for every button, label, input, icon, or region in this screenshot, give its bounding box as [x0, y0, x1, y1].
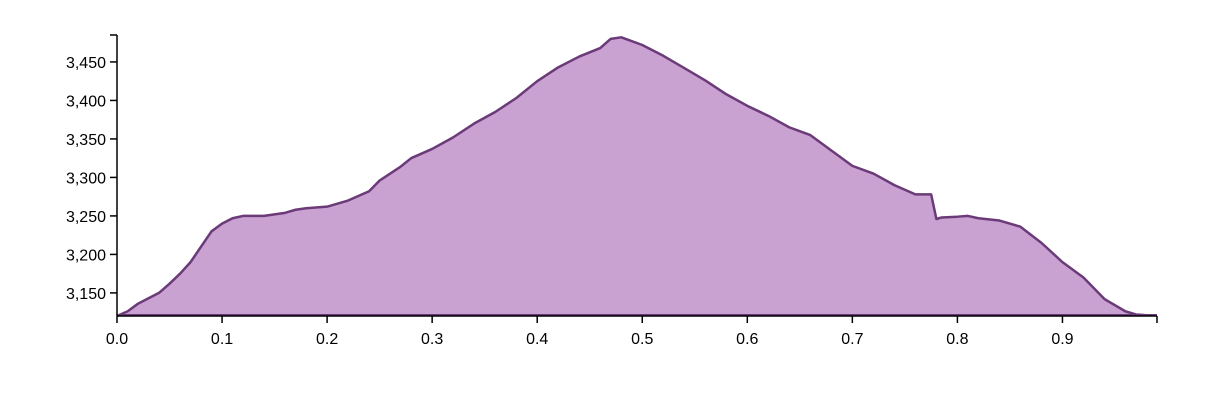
plot-area	[116, 36, 1157, 318]
x-tick-label-0: 0.0	[106, 331, 128, 348]
x-tick-label-3: 0.3	[421, 331, 443, 348]
x-tick-label-2: 0.2	[316, 331, 338, 348]
y-tick-label-0: 3,150	[66, 286, 106, 303]
y-tick-label-3: 3,300	[66, 170, 106, 187]
axes: 0.0 0.1 0.2 0.3 0.4 0.5 0.6 0.7 0.8 0.9 3,150 3,200…	[66, 34, 1158, 348]
y-tick-label-1: 3,200	[66, 247, 106, 264]
y-tick-label-6: 3,450	[66, 55, 106, 72]
x-tick-label-1: 0.1	[211, 331, 233, 348]
y-tick-label-5: 3,400	[66, 93, 106, 110]
y-tick-label-2: 3,250	[66, 209, 106, 226]
area-fill-0	[117, 37, 1157, 317]
y-tick-label-4: 3,350	[66, 132, 106, 149]
x-tick-label-9: 0.9	[1051, 331, 1073, 348]
x-tick-label-5: 0.5	[631, 331, 653, 348]
x-tick-label-7: 0.7	[841, 331, 863, 348]
area-line-0	[116, 36, 1157, 318]
x-tick-label-6: 0.6	[736, 331, 758, 348]
x-tick-label-8: 0.8	[946, 331, 968, 348]
x-tick-label-4: 0.4	[526, 331, 548, 348]
